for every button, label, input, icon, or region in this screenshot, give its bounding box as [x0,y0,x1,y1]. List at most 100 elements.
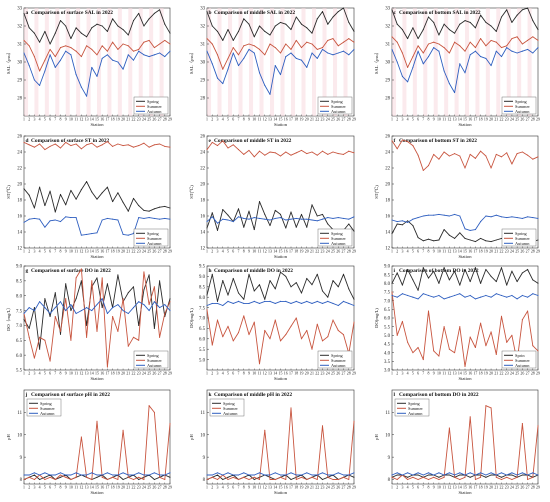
y-axis-label: ST(℃) [6,185,11,199]
data-point [407,81,409,83]
x-tick-label: 6 [232,372,234,376]
y-tick-label: 12 [200,247,205,252]
data-point [527,268,529,271]
data-point [117,330,119,332]
x-tick-label: 29 [352,118,356,122]
data-point [469,281,471,283]
x-tick-label: 11 [442,486,446,490]
data-point [348,223,350,225]
y-tick-label: 4.0 [384,351,391,356]
y-tick-label: 6.5 [384,308,391,313]
x-tick-label: 16 [468,118,472,122]
data-point [527,7,529,9]
data-point [143,289,145,291]
data-point [227,147,229,149]
y-axis-label: pH [374,434,379,440]
data-point [39,84,41,86]
y-tick-label: 29 [17,79,22,84]
x-tick-label: 10 [69,372,73,376]
data-point [28,307,30,309]
data-point [153,54,155,56]
data-point [80,32,82,34]
data-point [132,474,135,476]
x-tick-label: 17 [473,372,477,376]
data-point [316,300,318,302]
data-point [495,214,497,216]
x-tick-label: 3 [401,486,403,490]
x-tick-label: 21 [310,486,314,490]
data-point [54,211,56,213]
data-point [148,274,150,276]
data-point [169,301,171,303]
data-point [485,474,487,476]
data-point [138,12,140,14]
data-point [33,56,35,58]
data-point [290,302,292,304]
data-point [211,25,213,27]
y-tick-label: 7.5 [199,306,206,311]
data-point [396,148,398,150]
x-tick-label: 27 [342,486,346,490]
data-point [327,52,329,54]
x-axis-label: Station [90,254,104,259]
data-point [537,239,539,241]
y-tick-label: 24 [200,151,205,156]
data-point [33,474,35,476]
data-point [65,476,67,478]
data-point [222,218,224,220]
data-point [316,478,318,481]
data-point [243,476,245,478]
data-point [148,56,150,58]
data-point [443,326,445,328]
data-point [342,41,345,43]
x-tick-label: 28 [347,486,351,490]
y-tick-label: 20 [200,183,205,188]
data-point [227,57,229,59]
x-axis-label: Station [458,376,472,381]
data-point [490,241,492,243]
data-point [285,334,287,336]
data-point [222,68,224,70]
x-tick-label: 29 [352,486,356,490]
data-point [23,318,25,321]
x-tick-label: 16 [100,486,104,490]
data-point [164,39,166,41]
legend-label: Autumn [331,241,346,246]
data-point [232,39,234,41]
data-point [86,181,88,183]
x-tick-label: 1 [206,118,208,122]
data-point [253,52,255,54]
data-point [44,59,46,61]
data-point [506,217,508,219]
y-axis-label: DO(mg/L) [189,308,194,328]
y-tick-label: 6.0 [384,317,391,322]
data-point [353,216,355,218]
data-point [33,357,35,359]
station-band [506,8,511,116]
data-point [353,321,355,323]
data-point [401,75,403,77]
data-point [417,472,419,474]
data-point [495,30,497,32]
data-point [59,474,62,476]
data-point [500,294,503,297]
data-point [537,425,539,427]
x-tick-label: 23 [321,486,325,490]
data-point [337,52,339,54]
y-tick-label: 8.5 [16,280,23,285]
x-tick-label: 2 [28,372,30,376]
data-point [485,57,487,59]
x-tick-label: 29 [536,118,540,122]
data-point [101,192,103,194]
data-point [159,206,161,208]
x-tick-label: 18 [479,250,483,254]
x-tick-label: 2 [211,118,213,122]
x-tick-label: 6 [232,250,234,254]
data-point [454,476,456,478]
x-tick-label: 17 [289,250,293,254]
data-point [427,43,430,45]
data-point [438,282,440,284]
data-point [427,238,430,240]
data-point [427,310,430,312]
data-point [80,56,82,58]
